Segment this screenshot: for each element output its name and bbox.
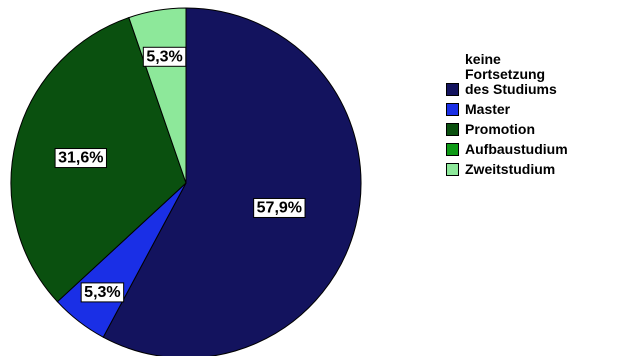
legend-item-promotion: Promotion — [446, 122, 622, 137]
data-label-text: 5,3% — [146, 48, 182, 65]
legend-label: Aufbaustudium — [465, 141, 568, 157]
legend-swatch — [446, 123, 459, 136]
data-label-text: 31,6% — [58, 150, 103, 167]
legend-swatch — [446, 83, 459, 96]
legend-label: Master — [465, 101, 511, 117]
legend-swatch — [446, 103, 459, 116]
pie-slice — [102, 7, 362, 356]
data-label-text: 57,9% — [257, 199, 302, 216]
legend-label: keine Fortsetzung des Studiums — [465, 51, 557, 97]
legend-label: Promotion — [465, 121, 535, 137]
data-label-box — [54, 148, 107, 169]
legend-item-aufbaustudium: Aufbaustudium — [446, 142, 622, 157]
data-label-box — [142, 46, 187, 67]
data-label-box — [80, 282, 125, 303]
pie-data-labels: 57,9% 5,3% 31,6% 5,3% — [54, 46, 306, 303]
legend-swatch — [446, 163, 459, 176]
data-label: 31,6% — [54, 148, 107, 169]
legend-item-keine-fortsetzung: keine Fortsetzung des Studiums — [446, 52, 622, 97]
data-label-text: 5,3% — [84, 284, 120, 301]
data-label: 5,3% — [80, 282, 125, 303]
legend-item-zweitstudium: Zweitstudium — [446, 162, 622, 177]
legend-swatch — [446, 143, 459, 156]
legend: keine Fortsetzung des Studiums Master Pr… — [446, 52, 622, 182]
data-label: 57,9% — [253, 197, 306, 218]
legend-label: Zweitstudium — [465, 161, 556, 177]
data-label: 5,3% — [142, 46, 187, 67]
data-label-box — [253, 197, 306, 218]
legend-item-master: Master — [446, 102, 622, 117]
